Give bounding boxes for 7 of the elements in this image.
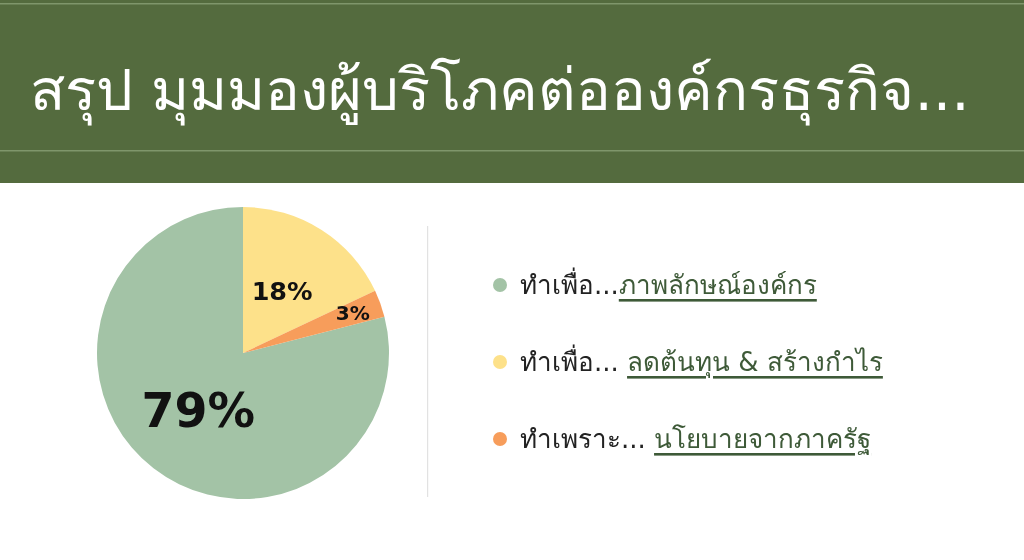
legend-label: ทำเพื่อ...ภาพลักษณ์องค์กร — [520, 267, 817, 300]
data-label: 18% — [251, 276, 313, 307]
legend-label: ทำเพราะ... นโยบายจากภาครัฐ — [520, 424, 872, 455]
legend-label: ทำเพื่อ... ลดต้นทุน & สร้างกำไร — [520, 344, 883, 378]
data-label: 79% — [141, 383, 256, 439]
chart-title: สรุป มุมมองผู้บริโภคต่อองค์กรธุรกิจ... — [30, 56, 970, 126]
data-label: 3% — [335, 301, 370, 326]
